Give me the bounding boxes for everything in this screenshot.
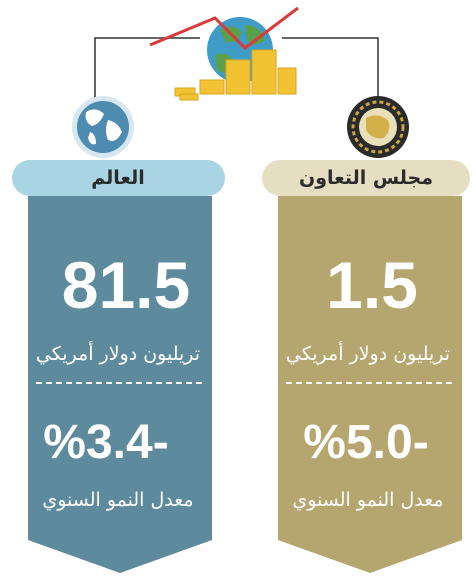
unit: تريليون دولار أمريكي — [36, 341, 200, 365]
growth: %3.4- — [43, 416, 168, 469]
gcc-emblem-icon — [347, 96, 409, 158]
value: 1.5 — [326, 248, 418, 322]
growth-label: معدل النمو السنوي — [42, 489, 193, 511]
panel-label: العالم — [91, 167, 145, 189]
growth: %5.0- — [303, 416, 428, 469]
infographic: العالم 81.5 تريليون دولار أمريكي %3.4- م… — [0, 0, 476, 577]
growth-label: معدل النمو السنوي — [292, 489, 443, 511]
panel-label: مجلس التعاون — [299, 167, 433, 189]
unit: تريليون دولار أمريكي — [286, 341, 450, 365]
world-icon — [72, 96, 134, 158]
value: 81.5 — [62, 248, 190, 322]
globe-coins-icon — [150, 8, 298, 100]
